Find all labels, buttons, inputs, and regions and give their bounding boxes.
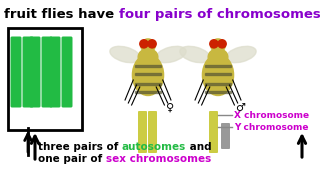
Ellipse shape [138,49,158,65]
Text: three pairs of: three pairs of [38,142,122,152]
FancyBboxPatch shape [148,111,157,153]
Text: X chromosome: X chromosome [234,111,309,120]
Bar [135,73,161,75]
FancyBboxPatch shape [29,37,41,107]
FancyBboxPatch shape [42,37,52,107]
Ellipse shape [110,46,140,63]
Circle shape [210,40,218,48]
Ellipse shape [208,49,228,65]
Bar [135,65,161,68]
FancyBboxPatch shape [61,37,73,107]
FancyBboxPatch shape [221,123,230,149]
Text: autosomes: autosomes [122,142,186,152]
Text: four pairs of chromosomes: four pairs of chromosomes [119,8,320,21]
Bar [135,83,161,86]
Text: ♂: ♂ [235,103,245,113]
Circle shape [140,40,148,48]
Text: fruit flies have: fruit flies have [4,8,119,21]
Ellipse shape [132,55,164,96]
FancyBboxPatch shape [138,111,147,153]
Bar [205,91,231,93]
Circle shape [218,40,226,48]
Bar [135,91,161,93]
Ellipse shape [180,46,210,63]
Bar [205,83,231,86]
Text: and: and [186,142,212,152]
Bar [8,28,82,130]
Bar [205,73,231,75]
FancyBboxPatch shape [209,111,218,153]
FancyBboxPatch shape [50,37,60,107]
Circle shape [148,40,156,48]
Text: ♀: ♀ [166,103,174,113]
Ellipse shape [211,39,225,52]
Ellipse shape [226,46,256,63]
Ellipse shape [140,39,156,52]
Text: one pair of: one pair of [38,154,106,164]
Bar [205,65,231,68]
Ellipse shape [156,46,186,63]
FancyBboxPatch shape [11,37,21,107]
FancyBboxPatch shape [22,37,34,107]
Ellipse shape [203,55,234,96]
Text: Y chromosome: Y chromosome [234,123,308,132]
Text: sex chromosomes: sex chromosomes [106,154,211,164]
